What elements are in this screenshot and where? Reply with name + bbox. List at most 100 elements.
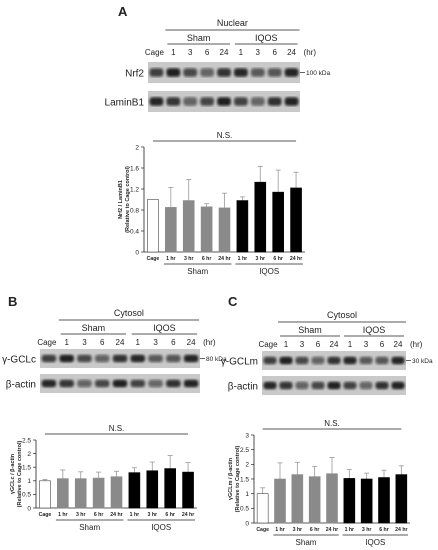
western-blot-a: Nuclear Sham IQOS Cage 1 3 6 24 1 3 6 24 (hr) Nrf2 100… — [105, 18, 331, 112]
bar — [92, 477, 105, 509]
blot-band — [112, 379, 128, 388]
blot-band — [77, 379, 92, 388]
blot-band — [183, 68, 198, 77]
blot-band — [311, 356, 325, 365]
blot-band — [200, 97, 215, 106]
bar — [218, 207, 231, 253]
y-tick-label: 2 — [27, 451, 31, 458]
blot-lane-unit: (hr) — [203, 338, 216, 347]
y-axis-label: (Relative to Cage control) — [125, 166, 131, 233]
y-tick-label: 1.5 — [240, 476, 249, 483]
bar — [128, 472, 141, 509]
blot-lane-label: 6 — [205, 48, 210, 57]
blot-band — [375, 381, 389, 390]
blot-lane-label-cage: Cage — [258, 340, 278, 349]
x-tick-label: 24 hr — [182, 512, 194, 518]
x-tick-label: Cage — [147, 256, 160, 262]
bar — [395, 474, 408, 524]
blot-lane-label: 3 — [300, 340, 305, 349]
x-tick-label: 1 hr — [58, 512, 68, 518]
blot-protein-label: Nrf2 — [125, 69, 144, 80]
group-label: IQOS — [365, 538, 385, 547]
bar — [343, 478, 356, 524]
y-tick-label: 0 — [245, 520, 249, 527]
group-label: IQOS — [259, 267, 279, 276]
blot-lane-label: 3 — [364, 340, 369, 349]
x-tick-label: 24 hr — [326, 527, 338, 533]
blot-lane-label: 6 — [100, 338, 105, 347]
x-tick-label: 3 hr — [76, 512, 86, 518]
x-tick-label: 1 hr — [166, 256, 176, 262]
blot-lane-label-cage: Cage — [37, 338, 57, 347]
y-tick-label: 1.2 — [130, 186, 139, 193]
blot-band — [166, 379, 181, 388]
blot-band — [166, 97, 181, 106]
blot-band — [250, 68, 265, 77]
blot-marker-label: 80 kDa — [206, 356, 227, 363]
y-tick-label: 0.4 — [130, 228, 139, 235]
bar-chart-c: 0 0.5 1 1.5 2 2.5 3 γGCLm / β-actin (Relative to… — [228, 419, 410, 547]
bar — [110, 476, 123, 509]
blot-band — [267, 97, 282, 106]
blot-band — [359, 381, 373, 390]
blot-band — [59, 354, 74, 363]
bar — [326, 473, 338, 524]
blot-lane-label: 1 — [64, 338, 69, 347]
y-axis-label: γGCLc / β-actin — [10, 453, 16, 494]
blot-lane-label-cage: Cage — [145, 48, 165, 57]
blot-band — [391, 356, 405, 365]
blot-band — [130, 379, 146, 388]
x-tick-label: 3 hr — [184, 256, 194, 262]
western-blot-c: Cytosol Sham IQOS Cage 1 3 6 24 1 3 6 24 (hr) γ-GCLm 3… — [221, 310, 433, 395]
blot-band — [391, 381, 405, 390]
x-tick-label: 6 hr — [379, 527, 389, 533]
bar — [378, 477, 390, 524]
bar — [182, 200, 195, 253]
blot-fraction-label: Nuclear — [217, 18, 248, 28]
bar — [74, 478, 87, 509]
blot-band — [149, 97, 164, 106]
blot-band — [343, 356, 357, 365]
bar — [254, 181, 267, 253]
x-tick-label: 6 hr — [310, 527, 320, 533]
blot-lane-label: 3 — [256, 48, 261, 57]
x-tick-label: Cage — [256, 527, 269, 533]
blot-band — [148, 354, 163, 363]
blot-band — [267, 68, 282, 77]
blot-marker-label: 100 kDa — [306, 70, 331, 77]
ns-annotation: N.S. — [109, 424, 125, 433]
blot-band — [327, 356, 341, 365]
blot-lane-label: 3 — [82, 338, 87, 347]
bar — [256, 493, 269, 524]
blot-lane-label: 6 — [171, 338, 176, 347]
x-tick-label: 1 hr — [130, 512, 140, 518]
blot-protein-label: γ-GCLm — [221, 357, 258, 368]
x-tick-label: 6 hr — [202, 256, 212, 262]
blot-band — [41, 379, 57, 388]
blot-lane-label: 24 — [394, 340, 403, 349]
y-tick-label: 0 — [27, 505, 31, 512]
y-tick-label: 1 — [245, 491, 249, 498]
blot-fraction-label: Cytosol — [327, 310, 357, 320]
y-axis-label: Nrf2 / LaminB1 — [118, 180, 124, 219]
blot-marker-label: 30 kDa — [412, 358, 433, 365]
blot-band — [343, 381, 357, 390]
blot-lane-label: 1 — [284, 340, 289, 349]
blot-band — [183, 97, 198, 106]
blot-band — [94, 379, 110, 388]
blot-band — [284, 68, 299, 77]
panel-letter-b: B — [8, 294, 17, 309]
group-label: Sham — [296, 538, 317, 547]
blot-band — [359, 356, 373, 365]
x-tick-label: 1 hr — [275, 527, 285, 533]
blot-protein-label: β-actin — [228, 382, 258, 393]
bar — [272, 191, 284, 253]
blot-band — [183, 379, 199, 388]
blot-band — [148, 379, 163, 388]
bar — [164, 468, 176, 509]
bar-chart-a: 0 0.4 0.8 1.2 1.6 2 Nrf2 / LaminB1 (Relative to… — [118, 131, 305, 276]
blot-band — [263, 381, 277, 390]
bar — [147, 199, 159, 253]
blot-band — [327, 381, 341, 390]
